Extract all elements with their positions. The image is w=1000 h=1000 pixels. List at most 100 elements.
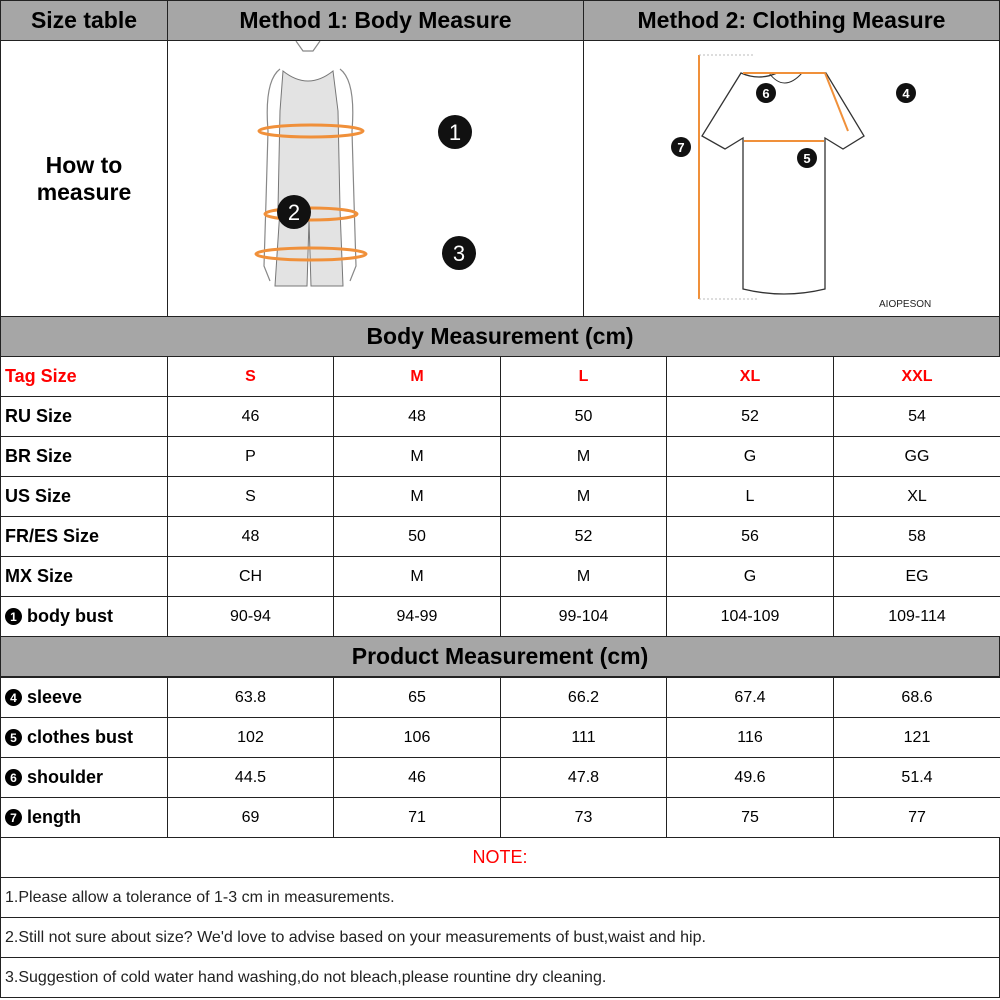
table-row: 7 length 69 71 73 75 77: [0, 797, 1000, 838]
row-label-text: US Size: [5, 486, 72, 506]
table-row: FR/ES Size 48 50 52 56 58: [0, 516, 1000, 557]
row-label: 4 sleeve: [0, 677, 168, 718]
table-cell: 50: [333, 516, 501, 557]
table-cell: L: [666, 476, 834, 517]
table-cell: 66.2: [500, 677, 667, 718]
how-to-measure-label: How to measure: [0, 40, 168, 317]
table-cell: 99-104: [500, 596, 667, 637]
table-cell: M: [500, 436, 667, 477]
row-label-text: FR/ES Size: [5, 526, 100, 546]
table-cell: L: [500, 356, 667, 397]
row-label-text: body bust: [27, 606, 113, 626]
table-cell: 109-114: [833, 596, 1000, 637]
table-cell: 121: [833, 717, 1000, 758]
row-label: US Size: [0, 476, 168, 517]
table-cell: CH: [167, 556, 334, 597]
table-row: 5 clothes bust 102 106 111 116 121: [0, 717, 1000, 758]
table-cell: 90-94: [167, 596, 334, 637]
method1-header: Method 1: Body Measure: [167, 0, 584, 41]
row-label: 6 shoulder: [0, 757, 168, 798]
row-label: 1 body bust: [0, 596, 168, 637]
marker-badge-icon: 7: [5, 809, 22, 826]
body-measurement-header-row: Body Measurement (cm): [0, 316, 1000, 357]
table-cell: 58: [833, 516, 1000, 557]
marker-2: 2: [288, 200, 300, 225]
table-cell: M: [333, 356, 501, 397]
tshirt-icon: 6 4 5 7 AIOPESON: [671, 54, 931, 310]
table-cell: 54: [833, 396, 1000, 437]
table-row: 4 sleeve 63.8 65 66.2 67.4 68.6: [0, 677, 1000, 718]
marker-4: 4: [902, 86, 910, 101]
table-row: MX Size CH M M G EG: [0, 556, 1000, 597]
table-cell: M: [333, 476, 501, 517]
table-cell: S: [167, 356, 334, 397]
table-cell: XXL: [833, 356, 1000, 397]
table-row: Tag Size S M L XL XXL: [0, 356, 1000, 397]
table-cell: 68.6: [833, 677, 1000, 718]
table-cell: 71: [333, 797, 501, 838]
table-cell: G: [666, 436, 834, 477]
header-row: Size table Method 1: Body Measure Method…: [0, 0, 1000, 41]
marker-6: 6: [762, 86, 769, 101]
table-cell: G: [666, 556, 834, 597]
marker-badge-icon: 1: [5, 608, 22, 625]
table-cell: 46: [333, 757, 501, 798]
marker-1: 1: [449, 120, 461, 145]
table-cell: P: [167, 436, 334, 477]
table-row: BR Size P M M G GG: [0, 436, 1000, 477]
table-cell: 116: [666, 717, 834, 758]
table-cell: M: [333, 556, 501, 597]
table-cell: 67.4: [666, 677, 834, 718]
table-cell: 94-99: [333, 596, 501, 637]
brand-label: AIOPESON: [879, 299, 931, 310]
table-cell: 44.5: [167, 757, 334, 798]
row-label-text: RU Size: [5, 406, 73, 426]
marker-3: 3: [453, 241, 465, 266]
table-cell: EG: [833, 556, 1000, 597]
table-cell: 73: [500, 797, 667, 838]
note-item: 1.Please allow a tolerance of 1-3 cm in …: [0, 877, 1000, 918]
table-cell: M: [500, 476, 667, 517]
table-cell: XL: [833, 476, 1000, 517]
table-cell: GG: [833, 436, 1000, 477]
body-measurement-header: Body Measurement (cm): [0, 316, 1000, 357]
table-cell: 48: [167, 516, 334, 557]
row-label-text: sleeve: [27, 687, 83, 707]
row-label: RU Size: [0, 396, 168, 437]
note-item: 2.Still not sure about size? We'd love t…: [0, 917, 1000, 958]
row-label-text: BR Size: [5, 446, 73, 466]
table-cell: 52: [666, 396, 834, 437]
table-cell: 63.8: [167, 677, 334, 718]
table-cell: 69: [167, 797, 334, 838]
row-label: MX Size: [0, 556, 168, 597]
marker-5: 5: [803, 151, 810, 166]
row-label-text: Tag Size: [5, 366, 77, 386]
table-cell: M: [333, 436, 501, 477]
note-item-row: 2.Still not sure about size? We'd love t…: [0, 917, 1000, 958]
table-cell: 47.8: [500, 757, 667, 798]
body-figure-icon: 1 2 3: [254, 41, 476, 287]
table-cell: M: [500, 556, 667, 597]
table-row: 6 shoulder 44.5 46 47.8 49.6 51.4: [0, 757, 1000, 798]
table-cell: 65: [333, 677, 501, 718]
table-cell: 102: [167, 717, 334, 758]
table-cell: 56: [666, 516, 834, 557]
clothing-measure-illustration: 6 4 5 7 AIOPESON: [583, 40, 1000, 317]
row-label: 7 length: [0, 797, 168, 838]
row-label-text: shoulder: [27, 767, 104, 787]
table-cell: S: [167, 476, 334, 517]
table-cell: 104-109: [666, 596, 834, 637]
table-cell: 50: [500, 396, 667, 437]
table-row: US Size S M M L XL: [0, 476, 1000, 517]
marker-badge-icon: 6: [5, 769, 22, 786]
note-item-row: 3.Suggestion of cold water hand washing,…: [0, 957, 1000, 998]
table-cell: 75: [666, 797, 834, 838]
table-cell: 46: [167, 396, 334, 437]
table-row: RU Size 46 48 50 52 54: [0, 396, 1000, 437]
method2-header: Method 2: Clothing Measure: [583, 0, 1000, 41]
size-table-header: Size table: [0, 0, 168, 41]
table-cell: 111: [500, 717, 667, 758]
note-title-row: NOTE:: [0, 837, 1000, 878]
body-measure-illustration: 1 2 3: [167, 40, 584, 317]
marker-badge-icon: 5: [5, 729, 22, 746]
